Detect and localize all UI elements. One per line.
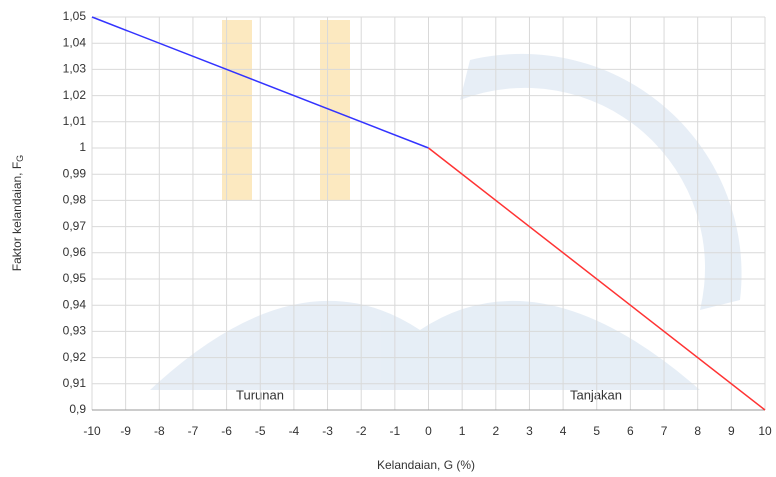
y-tick-label: 0,94 [63,297,87,311]
y-tick-label: 0,9 [69,402,86,416]
data-line [91,16,429,149]
x-tick-label: -7 [188,424,199,438]
data-line [428,147,766,411]
x-tick-label: 4 [560,424,567,438]
x-tick-label: 8 [694,424,701,438]
x-tick-label: 10 [758,424,772,438]
y-tick-label: 1,04 [63,35,87,49]
y-tick-label: 1,05 [63,9,87,23]
x-tick-label: 0 [425,424,432,438]
x-tick-label: -6 [221,424,232,438]
x-tick-label: 6 [627,424,634,438]
x-tick-label: 5 [593,424,600,438]
x-tick-label: -3 [322,424,333,438]
y-tick-label: 1,01 [63,114,87,128]
y-tick-label: 0,98 [63,193,87,207]
x-tick-label: -4 [289,424,300,438]
x-tick-label: -8 [154,424,165,438]
x-tick-label: 7 [661,424,668,438]
y-tick-label: 0,99 [63,166,87,180]
x-tick-label: -9 [120,424,131,438]
y-tick-label: 0,97 [63,219,87,233]
x-tick-label: 9 [728,424,735,438]
x-tick-label: 2 [492,424,499,438]
y-axis-label: Faktor kelandaian, FG [10,155,25,271]
y-tick-label: 0,96 [63,245,87,259]
y-tick-label: 0,93 [63,324,87,338]
watermark [150,20,742,390]
x-tick-label: -1 [390,424,401,438]
x-tick-label: -10 [83,424,101,438]
y-tick-label: 1 [79,140,86,154]
y-tick-label: 0,92 [63,350,87,364]
y-axis-label-subscript: G [15,155,25,162]
y-axis-label-main: Faktor kelandaian, F [10,162,24,271]
x-tick-label: 3 [526,424,533,438]
y-tick-label: 1,02 [63,88,87,102]
x-tick-label: -5 [255,424,266,438]
x-tick-label: 1 [459,424,466,438]
y-tick-label: 0,91 [63,376,87,390]
y-tick-label: 1,03 [63,62,87,76]
x-tick-label: -2 [356,424,367,438]
x-axis-label: Kelandaian, G (%) [377,458,475,472]
annotation: Tanjakan [570,387,622,402]
y-tick-label: 0,95 [63,271,87,285]
